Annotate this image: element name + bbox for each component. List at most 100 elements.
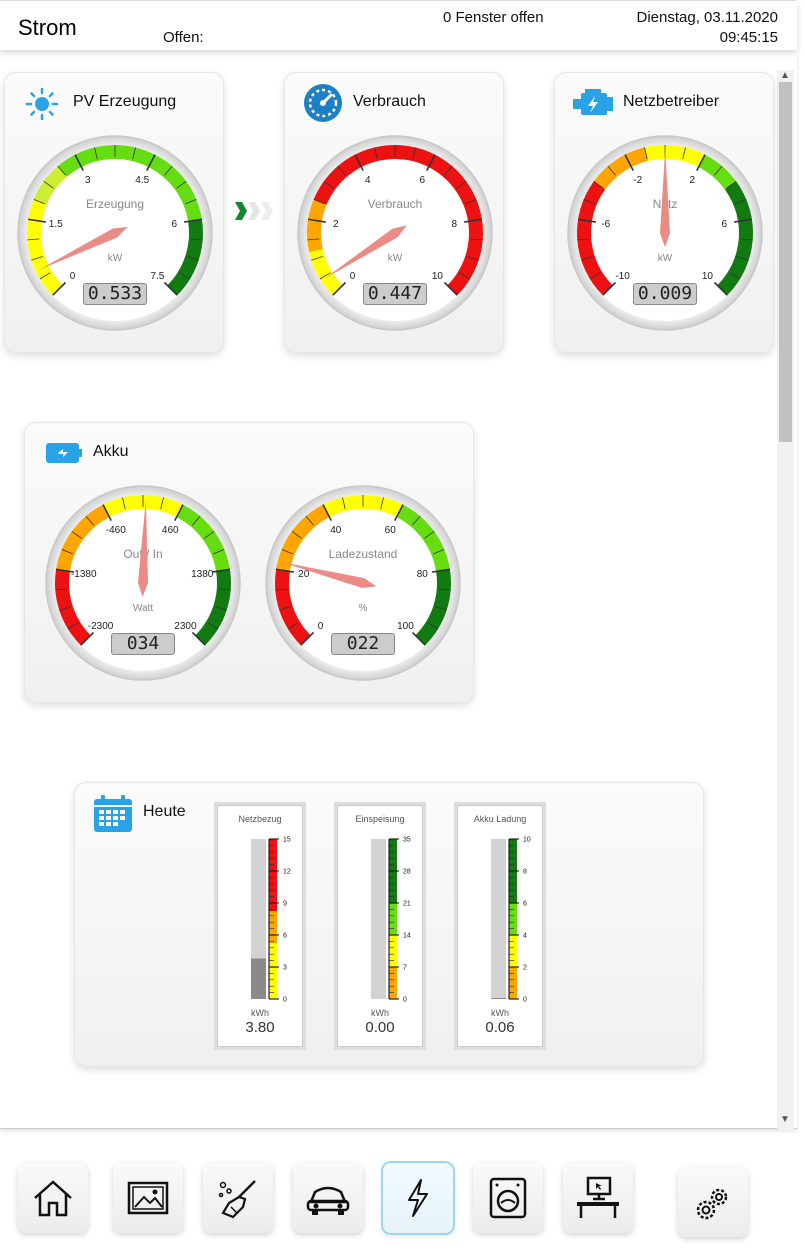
gauge-tick-label: 460 — [162, 525, 179, 536]
akku-ladung-bar-chart: Akku Ladung kWh 0.06 0 2 4 6 8 10 — [454, 802, 546, 1050]
gauge-zone — [593, 147, 648, 190]
gauge-tick — [624, 154, 634, 171]
nav-laundry-button[interactable] — [473, 1163, 543, 1233]
header-bar: Strom Offen: 0 Fenster offen Dienstag, 0… — [0, 0, 797, 50]
speedometer-icon — [304, 84, 342, 122]
windows-status-text: 0 Fenster offen — [443, 9, 544, 26]
gauge-tick — [80, 631, 95, 646]
gauge-tick — [438, 588, 451, 591]
nav-home-button[interactable] — [18, 1163, 88, 1233]
grid-card: Netzbetreiber -10-6-22610NetzkW0.009 — [554, 72, 774, 353]
gauge-tick — [323, 180, 334, 189]
gauge-tick — [394, 504, 404, 521]
battery-power-gauge: -2300 -1380 -460 460 1380 2300 Out / In Watt 034 — [43, 483, 243, 688]
gauge-tick-label: 6 — [171, 219, 177, 230]
gauge-tick — [354, 154, 364, 171]
gauge-tick — [433, 548, 445, 555]
bar-chart-svg: 0 2 4 6 8 10 — [491, 837, 531, 1003]
gauge-zone — [396, 504, 450, 572]
gauge-tick — [577, 238, 590, 241]
bar-zone — [509, 967, 517, 999]
bar-zone — [509, 903, 517, 935]
battery-charging-icon — [46, 443, 82, 463]
gauge-tick — [380, 497, 384, 510]
card-title: PV Erzeugung — [73, 93, 177, 110]
gauge-tick-label: 1.5 — [49, 219, 63, 230]
gauge-tick — [305, 515, 314, 526]
gauge-tick — [52, 281, 67, 296]
gauge-tick — [713, 281, 728, 296]
gauge-tick — [59, 606, 71, 611]
gauge-tick — [275, 568, 294, 573]
nav-gallery-button[interactable] — [113, 1163, 183, 1233]
pv-card: PV Erzeugung 0 1.5 3 4.5 6 7.5 Erzeugung kW 0.53… — [4, 72, 224, 353]
bar-tick-label: 0 — [283, 997, 287, 1004]
gauge-tick-label: 100 — [397, 621, 414, 632]
gauge-tick-label: 2300 — [174, 621, 197, 632]
gauge-tick — [332, 281, 347, 296]
bar-value: 0.06 — [485, 1019, 515, 1036]
gauge-tick-label: -1380 — [71, 569, 97, 580]
gauge-tick — [465, 198, 477, 205]
today-card: Heute Netzbezug kWh 3.80 0 3 6 9 12 15 Einspe… — [74, 782, 704, 1067]
gauge-needle — [39, 226, 128, 270]
gauge-dial: -10-6-22610NetzkW — [567, 135, 763, 331]
gauge-tick — [192, 515, 201, 526]
nav-car-button[interactable] — [293, 1163, 363, 1233]
card-title: Heute — [143, 803, 186, 820]
scrollbar[interactable]: ▲ ▼ — [777, 70, 794, 1130]
gauge-zone — [54, 569, 91, 646]
gauge-tick — [287, 622, 299, 630]
gauge-tick — [94, 147, 98, 160]
washing-machine-icon — [489, 1177, 527, 1219]
gauge-tick — [607, 165, 616, 176]
gauge-tick — [644, 147, 648, 160]
gauge-tick — [31, 256, 43, 261]
scroll-down-icon[interactable]: ▼ — [780, 1114, 790, 1125]
gauge-unit: kW — [108, 253, 123, 264]
gauge-tick-label: -2 — [633, 175, 642, 186]
time-text: 09:45:15 — [719, 29, 778, 46]
gauge-tick — [435, 606, 447, 611]
gauge-tick — [740, 238, 753, 241]
gauge-tick — [55, 588, 68, 591]
gauge-value-display: 022 — [331, 633, 395, 655]
gauge-tick — [589, 272, 601, 280]
gauge-tick-label: 0 — [350, 271, 356, 282]
nav-power-button[interactable] — [383, 1163, 453, 1233]
einspeisung-bar-chart: Einspeisung kWh 0.00 0 7 14 21 28 35 — [334, 802, 426, 1050]
nav-cleaning-button[interactable] — [203, 1163, 273, 1233]
gauge-tick — [729, 272, 741, 280]
scrollbar-thumb[interactable] — [779, 82, 792, 442]
gauge-tick — [444, 165, 453, 176]
bar-tick-label: 7 — [403, 965, 407, 972]
gauge-tick — [275, 588, 288, 591]
bar-zone — [269, 839, 277, 911]
gauge-zone — [56, 504, 110, 572]
consumption-gauge: 0 2 4 6 8 10 Verbrauch kW 0.447 — [295, 133, 495, 338]
bar-fill — [251, 958, 266, 999]
gauge-label: Verbrauch — [368, 197, 423, 211]
bar-tick-label: 10 — [523, 837, 531, 844]
gauge-tick — [696, 154, 706, 171]
bar-tick-label: 6 — [523, 901, 527, 908]
flow-arrows-icon — [235, 202, 273, 220]
gauge-tick-label: 8 — [451, 219, 457, 230]
gauge-tick — [207, 622, 219, 630]
nav-settings-button[interactable] — [678, 1167, 748, 1237]
gauge-tick — [311, 256, 323, 261]
nav-office-button[interactable] — [563, 1163, 633, 1233]
gauge-tick — [67, 622, 79, 630]
bar-zone — [509, 935, 517, 967]
gauge-label: Ladezustand — [329, 547, 398, 561]
bar-value: 0.00 — [365, 1019, 395, 1036]
gauge-tick — [39, 272, 51, 280]
gauge-tick — [291, 530, 302, 539]
gauge-tick — [57, 165, 66, 176]
gauge-tick — [411, 631, 426, 646]
gauge-tick-label: 0 — [70, 271, 76, 282]
bar-track — [491, 839, 506, 999]
bar-zone — [389, 935, 397, 967]
bar-title: Einspeisung — [355, 814, 405, 824]
scroll-up-icon[interactable]: ▲ — [780, 70, 790, 81]
